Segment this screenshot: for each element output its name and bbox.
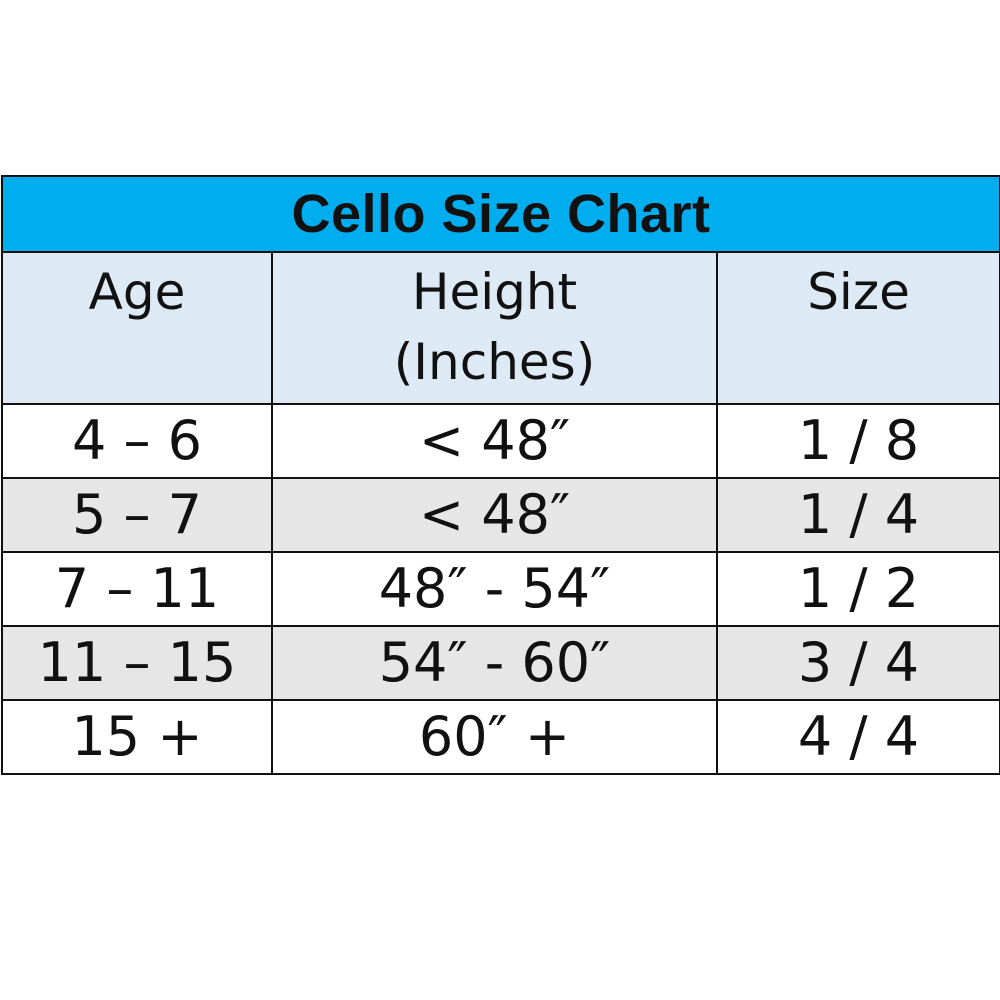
column-header-height-unit: (Inches) xyxy=(393,333,596,391)
header-row: Age Height (Inches) Size xyxy=(1,251,1000,405)
height-cell: 48″ - 54″ xyxy=(271,551,718,627)
height-cell: < 48″ xyxy=(271,477,718,553)
column-header-height-label: Height xyxy=(411,263,578,321)
size-cell: 1 / 2 xyxy=(715,551,1000,627)
table-row: 15 +60″ +4 / 4 xyxy=(1,699,1000,775)
column-header-age: Age xyxy=(1,251,273,405)
age-cell: 4 – 6 xyxy=(1,403,273,479)
table-row: 4 – 6 < 48″ 1 / 8 xyxy=(1,403,1000,479)
size-cell: 4 / 4 xyxy=(715,699,1000,775)
size-cell: 3 / 4 xyxy=(715,625,1000,701)
table-row: 5 – 7 < 48″ 1 / 4 xyxy=(1,477,1000,553)
table-row: 7 – 11 48″ - 54″ 1 / 2 xyxy=(1,551,1000,627)
height-cell: 60″ + xyxy=(271,699,718,775)
size-cell: 1 / 8 xyxy=(715,403,1000,479)
age-cell: 5 – 7 xyxy=(1,477,273,553)
age-cell: 11 – 15 xyxy=(1,625,273,701)
height-cell: < 48″ xyxy=(271,403,718,479)
cello-size-table: Cello Size Chart Age Height (Inches) Siz… xyxy=(0,175,1000,775)
column-header-size-label: Size xyxy=(807,263,910,321)
column-header-height: Height (Inches) xyxy=(271,251,718,405)
age-cell: 7 – 11 xyxy=(1,551,273,627)
chart-title: Cello Size Chart xyxy=(0,175,1000,253)
column-header-size: Size xyxy=(715,251,1000,405)
column-header-age-label: Age xyxy=(88,263,186,321)
title-row: Cello Size Chart xyxy=(0,175,1000,253)
age-cell: 15 + xyxy=(1,699,273,775)
height-cell: 54″ - 60″ xyxy=(271,625,718,701)
size-cell: 1 / 4 xyxy=(715,477,1000,553)
table-row: 11 – 15 54″ - 60″ 3 / 4 xyxy=(1,625,1000,701)
